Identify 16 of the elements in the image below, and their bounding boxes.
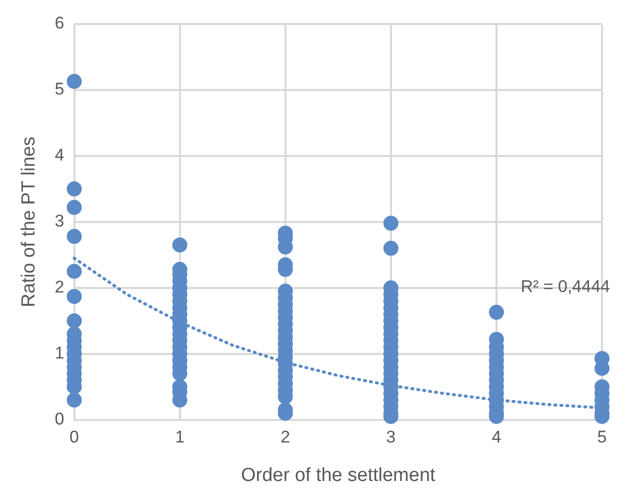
annotation: R² = 0,4444 (520, 276, 610, 296)
x-tick-label: 1 (175, 428, 185, 447)
y-tick-label: 6 (54, 14, 64, 33)
x-axis-title: Order of the settlement (240, 464, 436, 486)
y-tick-label: 3 (54, 212, 64, 231)
y-axis-title: Ratio of the PT lines (18, 136, 40, 308)
x-tick-label: 5 (597, 428, 607, 447)
y-tick-label: 5 (54, 80, 64, 99)
y-tick-label: 2 (54, 278, 64, 297)
x-tick-label: 3 (386, 428, 396, 447)
y-tick-label: 1 (54, 344, 64, 363)
y-tick-label: 0 (54, 409, 64, 428)
y-tick-label: 4 (54, 146, 64, 165)
x-tick-label: 0 (70, 428, 79, 447)
x-tick-label: 4 (492, 428, 502, 447)
x-tick-label: 2 (280, 428, 290, 447)
